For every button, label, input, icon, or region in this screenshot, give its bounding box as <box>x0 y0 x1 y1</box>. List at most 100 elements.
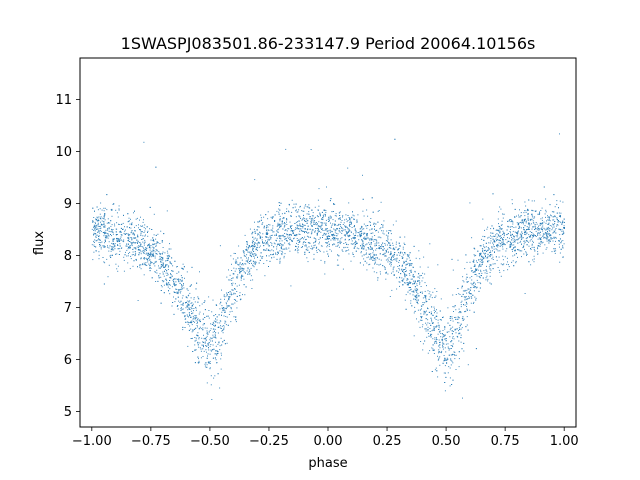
data-point <box>253 250 255 252</box>
data-point <box>545 229 547 231</box>
data-point <box>282 252 284 254</box>
data-point <box>404 282 406 283</box>
data-point <box>438 339 440 341</box>
data-point <box>543 227 545 229</box>
data-point <box>417 276 419 278</box>
data-point <box>251 262 252 264</box>
data-point <box>363 248 365 250</box>
data-point <box>531 228 533 230</box>
data-point <box>112 229 114 230</box>
data-point <box>424 328 426 330</box>
data-point <box>438 327 440 329</box>
data-point <box>326 242 328 244</box>
data-point <box>279 257 281 259</box>
data-point <box>458 358 460 360</box>
data-point <box>127 233 129 235</box>
data-point <box>426 336 428 338</box>
data-point <box>91 228 93 230</box>
data-point <box>345 225 347 227</box>
data-point <box>128 238 130 239</box>
data-point <box>93 226 95 228</box>
data-point <box>100 242 102 244</box>
data-point <box>417 303 419 305</box>
data-point <box>525 230 527 232</box>
data-point <box>419 266 421 268</box>
data-point <box>460 312 462 314</box>
data-point <box>127 213 129 215</box>
data-point <box>192 329 193 331</box>
data-point <box>512 250 513 252</box>
data-point <box>180 290 182 292</box>
data-point <box>131 222 133 224</box>
data-point <box>442 344 443 346</box>
data-point <box>229 311 231 313</box>
data-point <box>526 254 527 256</box>
data-point <box>98 225 100 227</box>
data-point <box>206 333 208 335</box>
data-point <box>257 242 259 244</box>
data-point <box>451 360 453 362</box>
data-point <box>553 248 555 250</box>
data-point <box>145 262 147 264</box>
data-point <box>384 255 386 257</box>
data-point <box>168 283 170 285</box>
data-point <box>398 248 400 249</box>
data-point <box>350 231 352 233</box>
data-point <box>553 224 555 226</box>
data-point <box>428 298 430 300</box>
data-point <box>128 235 130 237</box>
data-point <box>234 288 236 290</box>
data-point <box>370 243 372 245</box>
data-point <box>325 233 327 235</box>
data-point <box>265 243 267 245</box>
data-point <box>285 148 287 150</box>
data-point <box>471 279 473 281</box>
data-point <box>514 241 516 242</box>
data-point <box>431 347 433 349</box>
data-point <box>455 354 457 356</box>
data-point <box>482 218 484 220</box>
data-point <box>263 216 265 218</box>
data-point <box>284 238 286 240</box>
data-point <box>140 268 142 270</box>
data-point <box>351 227 353 228</box>
data-point <box>527 213 529 214</box>
data-point <box>229 296 231 298</box>
data-point <box>230 308 232 310</box>
data-point <box>293 238 294 240</box>
data-point <box>246 257 247 259</box>
data-point <box>234 253 236 254</box>
data-point <box>265 240 266 242</box>
data-point <box>372 259 374 261</box>
data-point <box>371 228 373 230</box>
data-point <box>383 233 385 235</box>
data-point <box>379 271 381 273</box>
data-point <box>376 240 378 242</box>
data-point <box>561 223 563 225</box>
data-point <box>410 288 412 290</box>
data-point <box>547 235 549 237</box>
data-point <box>489 272 491 273</box>
data-point <box>454 305 456 307</box>
data-point <box>350 221 352 223</box>
data-point <box>202 348 204 350</box>
data-point <box>294 206 296 208</box>
data-point <box>542 223 544 225</box>
data-point <box>268 224 270 225</box>
data-point <box>296 250 298 252</box>
data-point <box>250 260 252 262</box>
data-point <box>528 226 530 228</box>
data-point <box>432 322 434 324</box>
data-point <box>231 310 233 312</box>
data-point <box>148 244 149 246</box>
data-point <box>238 245 240 247</box>
data-point <box>196 282 198 284</box>
data-point <box>417 280 419 282</box>
data-point <box>376 272 378 274</box>
data-point <box>392 224 394 226</box>
data-point <box>431 330 433 332</box>
data-point <box>485 257 487 259</box>
data-point <box>513 240 515 242</box>
data-point <box>446 331 448 333</box>
data-point <box>149 249 151 251</box>
